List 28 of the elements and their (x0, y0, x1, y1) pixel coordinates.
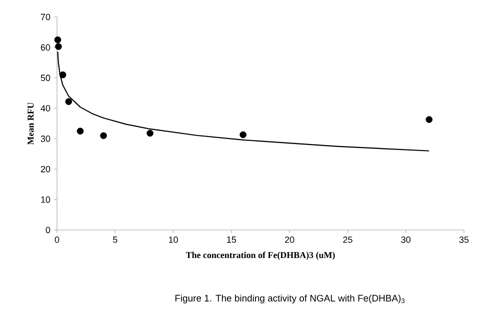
point (59, 71, 66, 78)
point (54, 36, 62, 44)
caption: Figure 1. The binding activity of NGAL with Fe(DHBA)$_{3}$ (175, 294, 405, 304)
y-tick-label: 30 (40, 136, 50, 142)
point (65, 98, 72, 105)
point (55, 43, 62, 50)
x-tick-label: 15 (227, 236, 236, 243)
y-tick-label: 10 (41, 196, 50, 203)
y-tick-label: 50 (40, 74, 50, 82)
x-tick-label: 0 (54, 236, 60, 243)
x-tick-label: 10 (168, 236, 178, 243)
y-tick-label: 60 (40, 44, 50, 51)
x-tick-label: 20 (285, 236, 294, 243)
x-tick-label: 35 (459, 236, 469, 243)
y-tick-label: 70 (40, 14, 50, 20)
x-tick-label: 30 (401, 236, 410, 243)
x-tick-label: 25 (343, 236, 352, 243)
y-tick-label: 0 (46, 226, 50, 234)
point (146, 130, 154, 137)
x-axis-title: The concentration of Fe(DHBA)3 (uM) (186, 252, 335, 260)
y-tick-label: 20 (40, 166, 50, 172)
point (100, 132, 107, 140)
point (76, 128, 84, 135)
x-tick-label: 5 (113, 236, 118, 243)
y-axis-title: Mean RFU (28, 102, 34, 145)
point (240, 131, 246, 138)
point (426, 116, 433, 123)
y-tick-label: 40 (40, 105, 50, 112)
